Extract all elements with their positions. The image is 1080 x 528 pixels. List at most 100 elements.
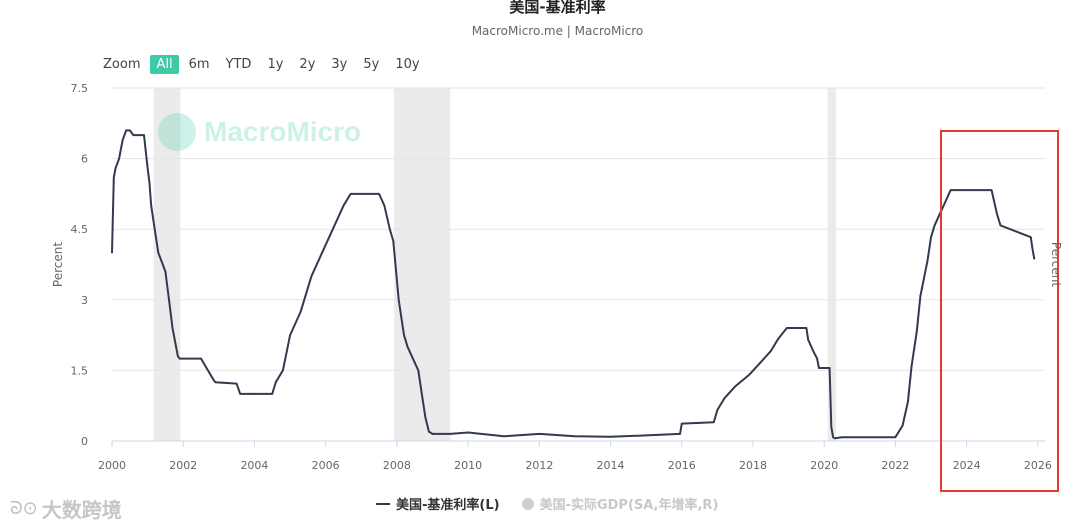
data-point xyxy=(129,129,131,132)
data-point xyxy=(200,357,202,360)
data-point xyxy=(424,416,427,419)
data-point xyxy=(807,339,809,341)
data-point xyxy=(406,346,409,348)
zoom-10y-button[interactable]: 10y xyxy=(395,56,420,72)
data-point xyxy=(212,379,215,381)
data-point xyxy=(996,212,998,215)
y-axis-title-right: Percent xyxy=(1049,242,1063,287)
zoom-ytd-button[interactable]: YTD xyxy=(225,56,252,72)
data-point xyxy=(271,393,274,395)
data-point xyxy=(805,327,808,329)
data-point xyxy=(1033,258,1036,260)
x-tick-label: 2010 xyxy=(454,459,482,472)
data-point xyxy=(417,369,420,372)
data-point xyxy=(349,193,352,195)
data-point xyxy=(331,228,334,230)
data-point xyxy=(114,167,117,169)
data-point xyxy=(253,393,256,395)
chart-title: 美国-基准利率 xyxy=(509,0,606,16)
x-tick-label: 2022 xyxy=(881,459,909,472)
data-point xyxy=(150,204,152,207)
data-point xyxy=(388,228,391,230)
data-point xyxy=(182,357,185,360)
data-point xyxy=(161,261,163,263)
data-point xyxy=(449,433,452,435)
data-point xyxy=(907,401,909,403)
data-point xyxy=(275,381,277,383)
data-point xyxy=(769,350,772,352)
legend-item-rate[interactable]: 美国-基准利率(L) xyxy=(376,494,500,513)
data-point xyxy=(926,259,929,262)
y-tick-label: 3 xyxy=(81,294,88,307)
data-point xyxy=(680,422,683,425)
data-point xyxy=(538,433,541,435)
y-tick-label: 0 xyxy=(81,435,88,448)
data-point xyxy=(999,224,1002,227)
y-tick-label: 1.5 xyxy=(71,364,89,377)
data-point xyxy=(759,362,761,364)
data-point xyxy=(467,431,469,434)
data-point xyxy=(310,275,313,278)
data-point xyxy=(859,436,861,439)
x-tick-label: 2018 xyxy=(739,459,767,472)
data-point xyxy=(916,330,918,333)
data-point xyxy=(378,193,380,195)
legend-dot-icon xyxy=(521,497,534,510)
legend-label-rate: 美国-基准利率(L) xyxy=(396,498,500,513)
data-point xyxy=(734,385,736,388)
data-point xyxy=(949,189,952,191)
legend-line-icon xyxy=(376,502,390,505)
legend: 美国-基准利率(L) 美国-实际GDP(SA,年增率,R) xyxy=(376,494,718,513)
x-tick-label: 2016 xyxy=(668,459,696,472)
data-point xyxy=(428,430,430,433)
data-point xyxy=(828,367,831,369)
data-point xyxy=(830,426,833,428)
data-point xyxy=(321,251,323,254)
data-point xyxy=(289,334,291,336)
data-point xyxy=(239,393,241,395)
data-point xyxy=(121,138,124,141)
recession-band xyxy=(827,88,836,441)
data-point xyxy=(431,433,434,435)
data-point xyxy=(716,409,719,411)
zoom-2y-button[interactable]: 2y xyxy=(299,56,316,72)
data-point xyxy=(832,436,834,439)
data-point xyxy=(713,421,715,423)
x-tick-label: 2014 xyxy=(597,459,625,472)
y-tick-label: 7.5 xyxy=(71,82,89,95)
data-point xyxy=(421,393,423,395)
zoom-5y-button[interactable]: 5y xyxy=(363,56,380,72)
data-point xyxy=(930,236,932,239)
data-point xyxy=(178,357,181,360)
data-point xyxy=(403,334,405,336)
data-point xyxy=(841,436,843,439)
y-tick-label: 4.5 xyxy=(71,223,89,236)
x-tick-label: 2008 xyxy=(383,459,411,472)
zoom-label: Zoom xyxy=(103,56,141,72)
data-point xyxy=(125,129,128,132)
x-tick-label: 2004 xyxy=(240,459,268,472)
data-point xyxy=(157,251,160,254)
zoom-all-button[interactable]: All xyxy=(150,54,179,74)
data-point xyxy=(1029,236,1032,239)
data-point xyxy=(132,134,135,136)
recession-band xyxy=(153,88,181,441)
x-tick-label: 2000 xyxy=(98,459,126,472)
series-line-rate xyxy=(111,129,1036,440)
x-tick-label: 2006 xyxy=(312,459,340,472)
data-point xyxy=(299,310,302,313)
x-tick-label: 2024 xyxy=(953,459,981,472)
zoom-1y-button[interactable]: 1y xyxy=(267,56,284,72)
data-point xyxy=(812,350,815,353)
data-point xyxy=(679,433,681,435)
data-point xyxy=(383,204,386,207)
data-point xyxy=(214,381,217,383)
data-point xyxy=(901,424,904,427)
data-point xyxy=(502,435,505,438)
data-point xyxy=(1031,248,1034,250)
legend-item-gdp[interactable]: 美国-实际GDP(SA,年增率,R) xyxy=(521,494,718,513)
zoom-6m-button[interactable]: 6m xyxy=(188,56,210,72)
zoom-3y-button[interactable]: 3y xyxy=(331,56,348,72)
data-point xyxy=(143,134,145,136)
